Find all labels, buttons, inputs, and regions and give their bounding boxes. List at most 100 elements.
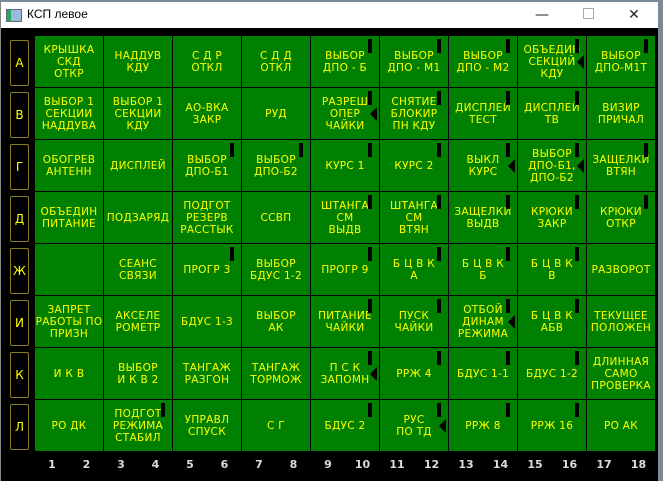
panel-button[interactable]: РУС ПО ТД <box>380 400 448 451</box>
panel-button[interactable]: ДИСПЛЕЙ <box>104 140 172 191</box>
status-indicator-bar-icon <box>506 195 510 209</box>
panel-button[interactable]: ОБЪЕДИН ПИТАНИЕ <box>35 192 103 243</box>
panel-button-label: Б Ц В К А <box>392 257 436 282</box>
panel-button[interactable]: СНЯТИЕ БЛОКИР ПН КДУ <box>380 88 448 139</box>
panel-button-label: ПУСК ЧАЙКИ <box>394 309 434 334</box>
panel-button[interactable]: ПРОГР 9 <box>311 244 379 295</box>
panel-button[interactable] <box>35 244 103 295</box>
status-indicator-bar-icon <box>575 351 579 365</box>
panel-button[interactable]: С Г <box>242 400 310 451</box>
arrow-left-icon <box>577 158 584 173</box>
panel-button[interactable]: ПУСК ЧАЙКИ <box>380 296 448 347</box>
arrow-left-icon <box>439 418 446 433</box>
panel-button[interactable]: ВЫБОР И К В 2 <box>104 348 172 399</box>
panel-button[interactable]: ПОДГОТ РЕЖИМА СТАБИЛ <box>104 400 172 451</box>
status-indicator-bar-icon <box>506 403 510 417</box>
column-number: 8 <box>289 458 298 471</box>
panel-button[interactable]: ОТБОЙ ДИНАМ РЕЖИМА <box>449 296 517 347</box>
close-button[interactable]: ✕ <box>628 7 640 23</box>
minimize-button[interactable]: — <box>535 7 549 23</box>
column-number: 15 <box>527 458 543 471</box>
panel-button[interactable]: ШТАНГА СМ ВТЯН <box>380 192 448 243</box>
status-indicator-bar-icon <box>437 195 441 209</box>
panel-button[interactable]: ПОДЗАРЯД <box>104 192 172 243</box>
panel-button[interactable]: РРЖ 16 <box>518 400 586 451</box>
panel-button[interactable]: ПИТАНИЕ ЧАЙКИ <box>311 296 379 347</box>
panel-button[interactable]: СЕАНС СВЯЗИ <box>104 244 172 295</box>
panel-button[interactable]: ССВП <box>242 192 310 243</box>
panel-button-label: ПРОГР 9 <box>321 263 369 276</box>
panel-button-label: ВЫБОР ДПО - М1 <box>387 49 441 74</box>
panel-button[interactable]: ТАНГАЖ РАЗГОН <box>173 348 241 399</box>
panel-button-label: ТАНГАЖ ТОРМОЖ <box>250 361 302 386</box>
panel-button[interactable]: Б Ц В К Б <box>449 244 517 295</box>
panel-button[interactable]: РО ДК <box>35 400 103 451</box>
panel-button[interactable]: ДЛИННАЯ САМО ПРОВЕРКА <box>587 348 655 399</box>
panel-button[interactable]: КУРС 1 <box>311 140 379 191</box>
panel-button[interactable]: ТЕКУЩЕЕ ПОЛОЖЕН <box>587 296 655 347</box>
panel-button[interactable]: ВЫБОР ДПО - Б <box>311 36 379 87</box>
panel-button[interactable]: РРЖ 4 <box>380 348 448 399</box>
panel-button[interactable]: ЗАЩЕЛКИ ВТЯН <box>587 140 655 191</box>
row-label: Г <box>10 144 29 190</box>
panel-button[interactable]: ВИЗИР ПРИЧАЛ <box>587 88 655 139</box>
panel-button[interactable]: С Д Р ОТКЛ <box>173 36 241 87</box>
panel-button[interactable]: ШТАНГА СМ ВЫДВ <box>311 192 379 243</box>
panel-button[interactable]: ДИСПЛЕЙ ТЕСТ <box>449 88 517 139</box>
panel-button[interactable]: РО АК <box>587 400 655 451</box>
panel-button[interactable]: ДИСПЛЕЙ ТВ <box>518 88 586 139</box>
panel-button[interactable]: ВЫБОР ДПО-М1Т <box>587 36 655 87</box>
panel-button[interactable]: БДУС 1-1 <box>449 348 517 399</box>
panel-button-label: РУС ПО ТД <box>396 413 432 438</box>
panel-button[interactable]: ПОДГОТ РЕЗЕРВ РАССТЫК <box>173 192 241 243</box>
status-indicator-bar-icon <box>575 299 579 313</box>
panel-button[interactable]: АО-ВКА ЗАКР <box>173 88 241 139</box>
title-bar: КСП левое — ✕ <box>1 2 658 28</box>
column-number: 9 <box>324 458 332 471</box>
panel-button[interactable]: УПРАВЛ СПУСК <box>173 400 241 451</box>
panel-button-label: ВЫБОР И К В 2 <box>117 361 159 386</box>
panel-button[interactable]: ВЫБОР ДПО - М2 <box>449 36 517 87</box>
panel-button[interactable]: С Д Д ОТКЛ <box>242 36 310 87</box>
panel-button[interactable]: ЗАПРЕТ РАБОТЫ ПО ПРИЗН <box>35 296 103 347</box>
panel-button[interactable]: ВЫБОР БДУС 1-2 <box>242 244 310 295</box>
panel-button[interactable]: Б Ц В К А <box>380 244 448 295</box>
panel-button[interactable]: ВЫБОР ДПО-Б1 <box>173 140 241 191</box>
panel-button[interactable]: ВЫБОР ДПО - М1 <box>380 36 448 87</box>
panel-button[interactable]: НАДДУВ КДУ <box>104 36 172 87</box>
panel-button[interactable]: ТАНГАЖ ТОРМОЖ <box>242 348 310 399</box>
panel-button-label: БДУС 1-3 <box>180 315 234 328</box>
panel-button[interactable]: БДУС 1-2 <box>518 348 586 399</box>
panel-button[interactable]: РАЗРЕШ ОПЕР ЧАЙКИ <box>311 88 379 139</box>
panel-button[interactable]: БДУС 1-3 <box>173 296 241 347</box>
column-number: 6 <box>220 458 229 471</box>
panel-button[interactable]: КРЮКИ ЗАКР <box>518 192 586 243</box>
panel-button[interactable]: Б Ц В К В <box>518 244 586 295</box>
column-number: 17 <box>596 458 612 471</box>
panel-button[interactable]: ВЫКЛ КУРС <box>449 140 517 191</box>
panel-button[interactable]: ВЫБОР АК <box>242 296 310 347</box>
panel-button[interactable]: РАЗВОРОТ <box>587 244 655 295</box>
column-number: 13 <box>458 458 474 471</box>
panel-button[interactable]: ОБЪЕДИН СЕКЦИЙ КДУ <box>518 36 586 87</box>
panel-button[interactable]: РРЖ 8 <box>449 400 517 451</box>
panel-button[interactable]: АКСЕЛЕ РОМЕТР <box>104 296 172 347</box>
panel-button[interactable]: ПРОГР 3 <box>173 244 241 295</box>
column-number: 10 <box>354 458 371 471</box>
panel-button[interactable]: П С К ЗАПОМН <box>311 348 379 399</box>
maximize-button[interactable] <box>565 2 611 28</box>
panel-button[interactable]: КРЮКИ ОТКР <box>587 192 655 243</box>
panel-button[interactable]: ОБОГРЕВ АНТЕНН <box>35 140 103 191</box>
panel-button-label: ПИТАНИЕ ЧАЙКИ <box>318 309 372 334</box>
panel-button[interactable]: И К В <box>35 348 103 399</box>
panel-button[interactable]: ВЫБОР ДПО-Б1, ДПО-Б2 <box>518 140 586 191</box>
panel-button[interactable]: ВЫБОР 1 СЕКЦИИ НАДДУВА <box>35 88 103 139</box>
panel-button[interactable]: ВЫБОР 1 СЕКЦИИ КДУ <box>104 88 172 139</box>
panel-button[interactable]: КРЫШКА СКД ОТКР <box>35 36 103 87</box>
panel-button[interactable]: КУРС 2 <box>380 140 448 191</box>
panel-button[interactable]: ЗАЩЕЛКИ ВЫДВ <box>449 192 517 243</box>
panel-button[interactable]: РУД <box>242 88 310 139</box>
panel-button[interactable]: БДУС 2 <box>311 400 379 451</box>
panel-button[interactable]: ВЫБОР ДПО-Б2 <box>242 140 310 191</box>
panel-button[interactable]: Б Ц В К АБВ <box>518 296 586 347</box>
